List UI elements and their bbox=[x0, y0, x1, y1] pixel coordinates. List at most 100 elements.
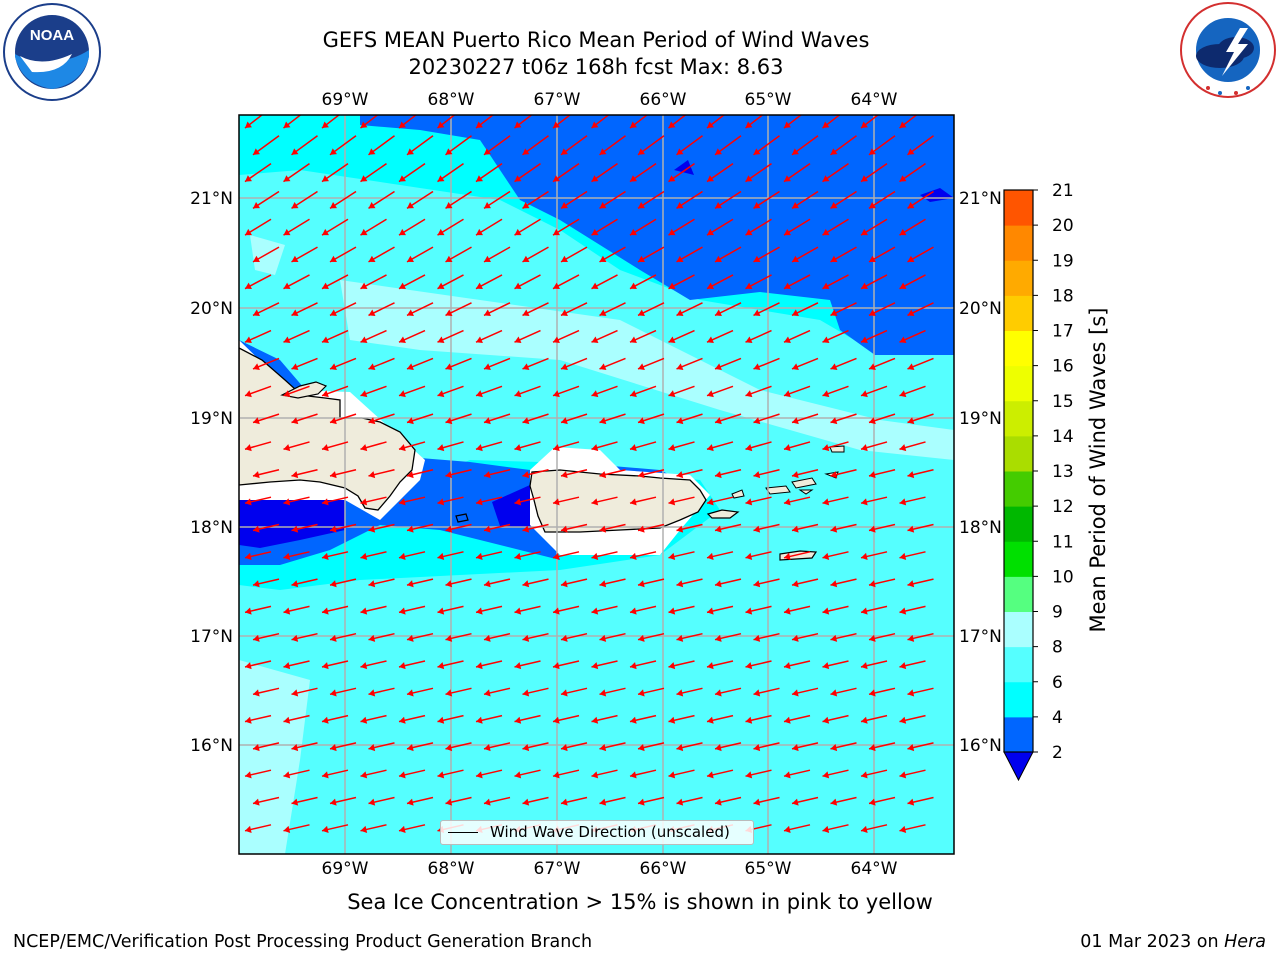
wind-wave-arrow-head bbox=[322, 771, 329, 779]
colorbar-swatch bbox=[1004, 576, 1033, 612]
lat-tick-left: 18°N bbox=[190, 518, 233, 538]
wind-wave-arrow-head bbox=[245, 498, 252, 506]
wind-wave-arrow-head bbox=[407, 363, 414, 371]
wind-wave-arrow-head bbox=[283, 282, 291, 290]
wind-wave-arrow-head bbox=[792, 363, 799, 371]
wind-wave-arrow-head bbox=[253, 798, 260, 806]
wind-wave-arrow-head bbox=[869, 148, 876, 155]
wind-wave-arrow-head bbox=[360, 336, 368, 344]
wind-wave-arrow-head bbox=[399, 771, 406, 779]
colorbar-label: Mean Period of Wind Waves [s] bbox=[1086, 307, 1110, 633]
culebra-island bbox=[731, 489, 745, 499]
wind-wave-arrow-head bbox=[668, 390, 676, 398]
wind-wave-arrow-head bbox=[668, 175, 676, 182]
wind-wave-arrow-head bbox=[514, 771, 522, 779]
lon-tick-top: 69°W bbox=[322, 90, 369, 110]
wind-wave-arrow-head bbox=[368, 363, 376, 371]
wind-wave-arrow-head bbox=[753, 525, 761, 533]
wind-wave-arrow-head bbox=[283, 825, 291, 833]
wind-wave-arrow-head bbox=[522, 689, 530, 697]
wind-wave-arrow-head bbox=[407, 309, 414, 317]
wind-wave-arrow-head bbox=[561, 363, 568, 371]
wind-wave-arrow-head bbox=[360, 390, 368, 398]
wind-wave-arrow-head bbox=[861, 662, 868, 670]
wind-wave-arrow-head bbox=[437, 175, 445, 182]
wind-wave-arrow-head bbox=[630, 771, 637, 779]
lat-tick-left: 19°N bbox=[190, 409, 233, 429]
wind-wave-arrow-head bbox=[707, 390, 714, 398]
wind-wave-arrow-head bbox=[253, 363, 260, 371]
wind-wave-arrow-head bbox=[445, 202, 453, 209]
lon-tick-bottom: 67°W bbox=[534, 859, 581, 879]
wind-wave-arrow-head bbox=[322, 228, 329, 236]
wind-wave-arrow-head bbox=[753, 580, 761, 588]
wind-wave-arrow-head bbox=[784, 282, 791, 290]
wind-wave-arrow-head bbox=[245, 282, 252, 290]
wind-wave-arrow-head bbox=[330, 689, 337, 697]
wind-wave-arrow-head bbox=[561, 525, 568, 533]
wind-wave-arrow-head bbox=[745, 228, 753, 236]
wind-wave-arrow-head bbox=[792, 580, 799, 588]
wind-wave-arrow-head bbox=[445, 798, 453, 806]
wind-wave-arrow-head bbox=[283, 771, 291, 779]
wind-wave-arrow-head bbox=[245, 716, 252, 724]
wind-wave-arrow-head bbox=[599, 363, 607, 371]
wind-wave-arrow-head bbox=[784, 662, 791, 670]
footer-date: 01 Mar 2023 on Hera bbox=[1080, 932, 1266, 952]
wind-wave-arrow-head bbox=[484, 309, 491, 317]
wind-wave-arrow-head bbox=[283, 175, 291, 182]
colorbar-tick-label: 10 bbox=[1052, 567, 1074, 587]
wind-wave-arrow-head bbox=[899, 175, 907, 182]
wind-wave-arrow-head bbox=[753, 363, 761, 371]
wind-wave-arrow-head bbox=[630, 552, 637, 560]
wind-wave-arrow-head bbox=[638, 471, 645, 479]
wind-wave-arrow-head bbox=[861, 825, 868, 833]
wind-wave-arrow-head bbox=[599, 309, 607, 317]
wind-wave-arrow-head bbox=[822, 771, 830, 779]
wind-wave-arrow-head bbox=[368, 798, 376, 806]
wind-wave-arrow-head bbox=[784, 175, 791, 182]
wind-wave-arrow-head bbox=[907, 744, 915, 752]
wind-wave-arrow-head bbox=[907, 580, 915, 588]
wind-wave-arrow-head bbox=[899, 662, 907, 670]
wind-wave-arrow-head bbox=[522, 798, 530, 806]
wind-wave-arrow-head bbox=[484, 148, 491, 155]
wind-wave-arrow-head bbox=[322, 336, 329, 344]
wind-wave-arrow-head bbox=[522, 363, 530, 371]
wind-wave-arrow-head bbox=[553, 390, 560, 398]
wind-wave-arrow-head bbox=[745, 662, 753, 670]
wind-wave-arrow-head bbox=[591, 282, 599, 290]
wind-wave-arrow-head bbox=[899, 228, 907, 236]
wind-wave-arrow-head bbox=[253, 580, 260, 588]
wind-wave-arrow-head bbox=[399, 228, 406, 236]
wind-wave-arrow-head bbox=[291, 580, 299, 588]
wind-wave-arrow-head bbox=[445, 363, 453, 371]
chart-title: GEFS MEAN Puerto Rico Mean Period of Win… bbox=[322, 28, 870, 52]
wind-wave-arrow-head bbox=[784, 444, 791, 452]
wind-wave-arrow-head bbox=[330, 798, 337, 806]
wind-wave-arrow-head bbox=[445, 634, 453, 642]
wind-wave-arrow-head bbox=[322, 607, 329, 615]
wind-wave-arrow-head bbox=[869, 744, 876, 752]
wind-wave-arrow-head bbox=[907, 798, 915, 806]
wind-wave-arrow-head bbox=[707, 552, 714, 560]
wind-wave-arrow-head bbox=[707, 228, 714, 236]
lat-tick-left: 20°N bbox=[190, 299, 233, 319]
wind-wave-arrow-head bbox=[830, 634, 838, 642]
wind-wave-arrow-head bbox=[291, 202, 299, 209]
wind-wave-arrow-head bbox=[792, 744, 799, 752]
wind-wave-arrow-head bbox=[522, 202, 530, 209]
colorbar-swatch bbox=[1004, 435, 1033, 472]
wind-wave-arrow-head bbox=[707, 121, 714, 129]
wind-wave-arrow-head bbox=[676, 363, 684, 371]
wind-wave-arrow-head bbox=[245, 662, 252, 670]
wind-wave-arrow-head bbox=[360, 498, 368, 506]
wind-wave-arrow-head bbox=[253, 202, 260, 209]
wind-wave-arrow-head bbox=[861, 228, 868, 236]
colorbar-swatch bbox=[1004, 506, 1033, 542]
lon-tick-bottom: 66°W bbox=[640, 859, 687, 879]
wind-wave-arrow-head bbox=[514, 552, 522, 560]
wind-wave-arrow-head bbox=[822, 175, 830, 182]
wind-wave-arrow-head bbox=[630, 662, 637, 670]
wind-wave-arrow-head bbox=[830, 309, 838, 317]
